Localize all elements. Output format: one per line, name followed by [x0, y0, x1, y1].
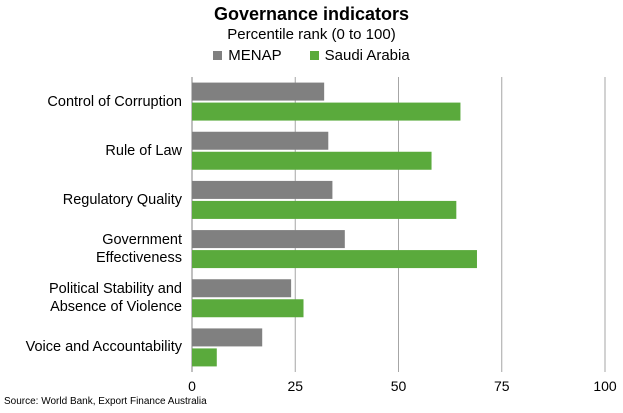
bar-saudi-arabia — [192, 348, 217, 367]
legend-label-menap: MENAP — [228, 47, 282, 64]
x-tick-label: 100 — [593, 378, 617, 394]
category-label-line: Control of Corruption — [47, 93, 182, 110]
category-label-line: Voice and Accountability — [25, 339, 182, 356]
category-label-line: Effectiveness — [96, 250, 182, 267]
bar-saudi-arabia — [192, 151, 432, 170]
bar-menap — [192, 279, 292, 298]
category-label-line: Government — [102, 232, 182, 249]
legend-item-saudi-arabia: Saudi Arabia — [309, 47, 410, 64]
bar-menap — [192, 131, 329, 150]
category-label-line: Rule of Law — [105, 142, 182, 159]
category-label: Voice and Accountability — [0, 338, 182, 356]
category-label-line: Absence of Violence — [50, 299, 182, 316]
bar-menap — [192, 82, 325, 101]
category-label: Control of Corruption — [0, 93, 182, 111]
legend-item-menap: MENAP — [213, 47, 282, 64]
source-note: Source: World Bank, Export Finance Austr… — [4, 396, 207, 407]
bar-menap — [192, 230, 345, 249]
category-label: Government Effectiveness — [0, 231, 182, 267]
bar-saudi-arabia — [192, 250, 477, 269]
bar-saudi-arabia — [192, 102, 461, 121]
bar-menap — [192, 180, 333, 199]
x-tick-label: 50 — [390, 378, 407, 394]
x-tick-label: 0 — [188, 378, 196, 394]
bar-saudi-arabia — [192, 299, 304, 318]
x-tick-label: 75 — [493, 378, 510, 394]
chart-subtitle: Percentile rank (0 to 100) — [227, 26, 396, 43]
category-label-line: Regulatory Quality — [62, 191, 182, 208]
category-label: Rule of Law — [0, 142, 182, 160]
legend-label-saudi-arabia: Saudi Arabia — [324, 47, 410, 64]
bar-menap — [192, 328, 263, 347]
legend-swatch-saudi-arabia — [309, 51, 319, 60]
category-label: Political Stability and Absence of Violen… — [0, 280, 182, 316]
legend-swatch-menap — [213, 51, 223, 60]
bar-saudi-arabia — [192, 200, 457, 219]
chart-title: Governance indicators — [213, 4, 410, 24]
category-label: Regulatory Quality — [0, 191, 182, 209]
x-tick-label: 25 — [287, 378, 304, 394]
legend: MENAP Saudi Arabia — [0, 47, 623, 64]
category-label-line: Political Stability and — [49, 281, 182, 298]
